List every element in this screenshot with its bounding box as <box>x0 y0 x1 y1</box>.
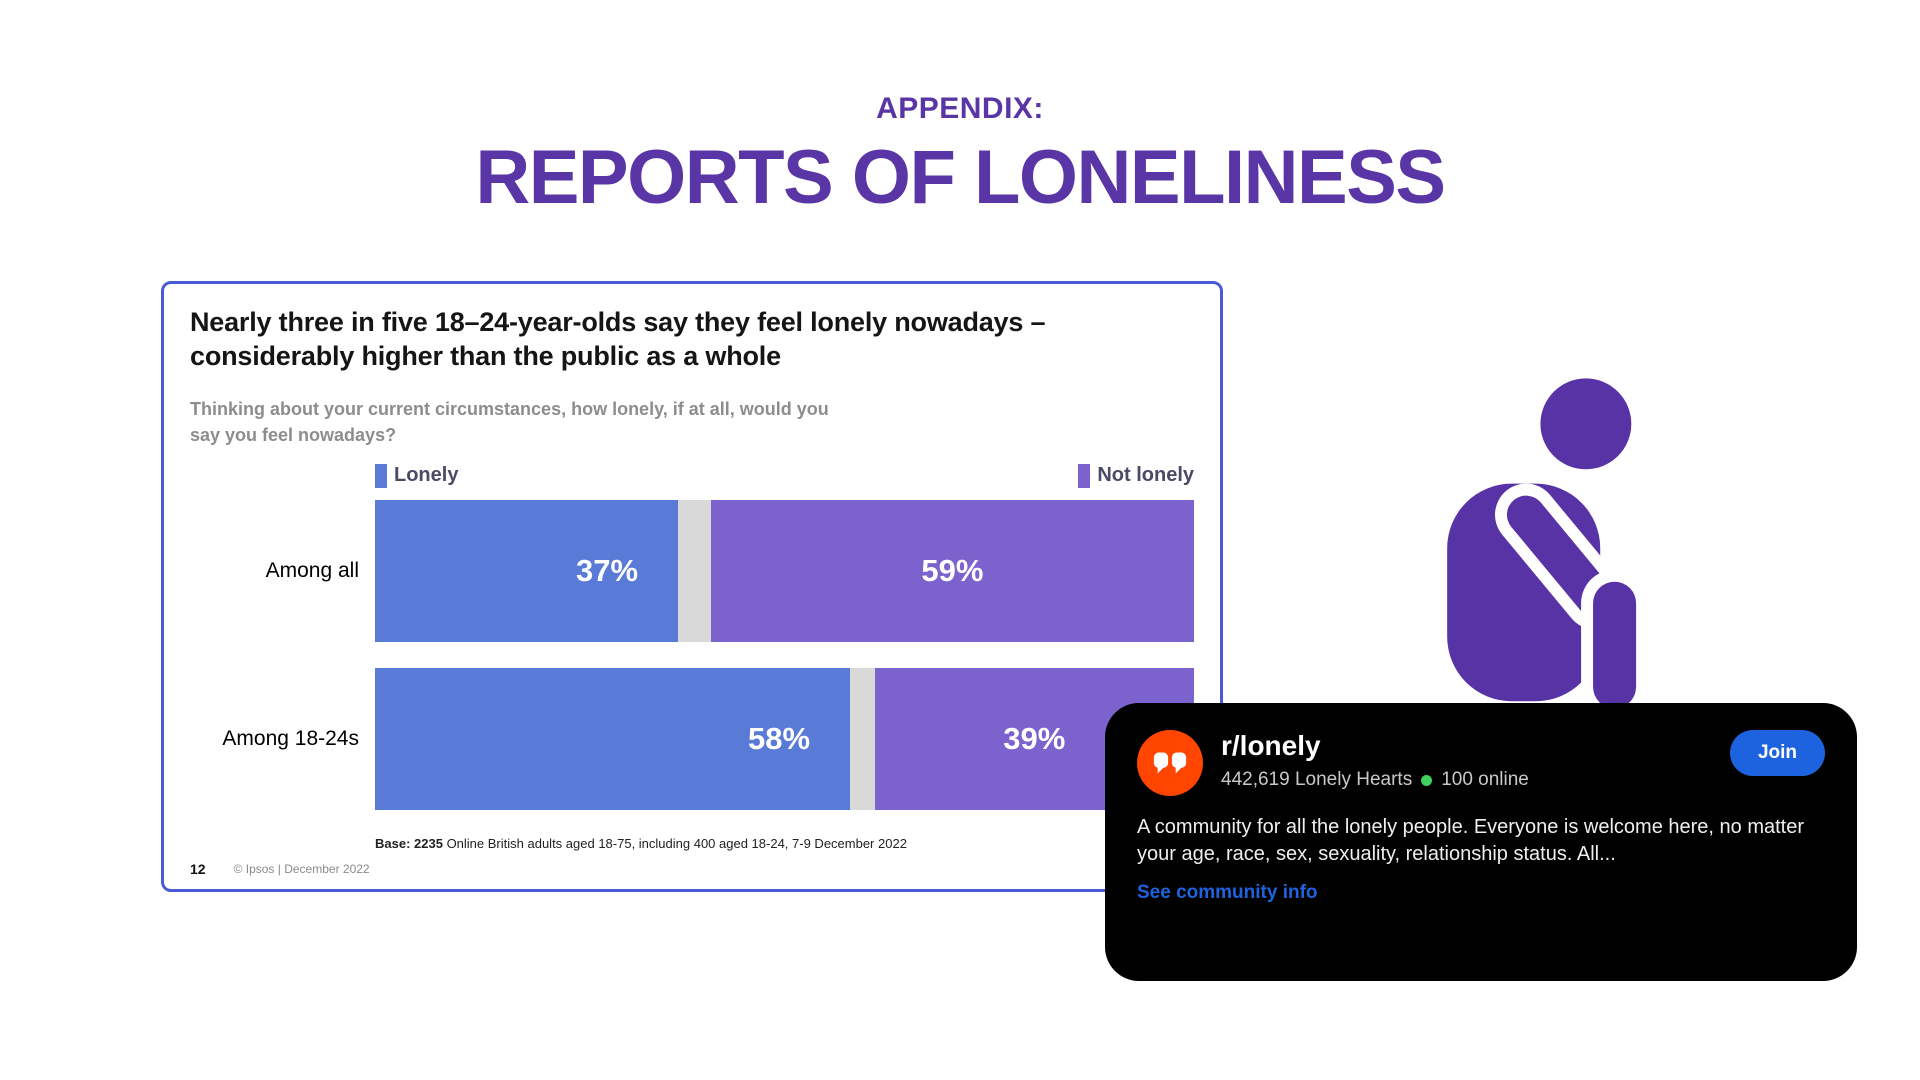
join-button[interactable]: Join <box>1729 730 1825 776</box>
legend-label-lonely: Lonely <box>394 464 459 487</box>
lonely-person-icon <box>1447 378 1649 721</box>
community-name[interactable]: r/lonely <box>1221 730 1321 761</box>
reddit-card-header: r/lonely 442,619 Lonely Hearts 100 onlin… <box>1137 730 1825 796</box>
page-title: REPORTS OF LONELINESS <box>475 135 1446 220</box>
bar-segment-lonely: 58% <box>375 667 851 810</box>
legend-item-not-lonely: Not lonely <box>1078 463 1194 488</box>
base-note-bold: Base: 2235 <box>375 835 443 851</box>
reddit-community-card: r/lonely 442,619 Lonely Hearts 100 onlin… <box>1105 703 1857 981</box>
bar-segment-gap <box>850 667 875 810</box>
category-label: Among all <box>265 558 359 582</box>
slide-copyright: © Ipsos | December 2022 <box>233 862 370 876</box>
online-dot-icon <box>1421 774 1433 786</box>
chart-row: Among all 37% 59% <box>190 499 1194 642</box>
appendix-kicker: APPENDIX: <box>876 92 1044 125</box>
slide-page-number: 12 <box>190 861 206 877</box>
base-note: Base: 2235 Online British adults aged 18… <box>375 836 1194 851</box>
page-header: APPENDIX: REPORTS OF LONELINESS <box>0 92 1920 221</box>
legend-item-lonely: Lonely <box>375 463 459 488</box>
legend-label-not-lonely: Not lonely <box>1097 464 1194 487</box>
bar-segment-gap <box>678 499 711 642</box>
legend-swatch-lonely <box>375 463 387 488</box>
slide-footer: 12 © Ipsos | December 2022 <box>190 861 370 877</box>
bar-value-label: 58% <box>747 720 811 756</box>
lonely-person-illustration <box>1385 372 1660 734</box>
see-community-info-link[interactable]: See community info <box>1137 882 1318 903</box>
bar-segment-not-lonely: 59% <box>710 499 1194 642</box>
bar-segment-lonely: 37% <box>375 499 679 642</box>
community-description: A community for all the lonely people. E… <box>1137 816 1804 865</box>
loneliness-chart: Lonely Not lonely Among all 37% 59% Among 1… <box>190 463 1194 851</box>
member-count: 442,619 Lonely Hearts <box>1221 769 1413 790</box>
bar-track: 58% 39% <box>375 667 1194 810</box>
survey-slide: Nearly three in five 18–24-year-olds say… <box>161 281 1223 892</box>
chart-rows: Among all 37% 59% Among 18-24s 58% 39% <box>190 499 1194 810</box>
chart-row: Among 18-24s 58% 39% <box>190 667 1194 810</box>
online-count: 100 online <box>1441 769 1529 790</box>
base-note-rest: Online British adults aged 18-75, includ… <box>442 835 907 851</box>
chart-legend: Lonely Not lonely <box>375 463 1194 488</box>
community-avatar[interactable] <box>1137 730 1203 796</box>
legend-swatch-not-lonely <box>1078 463 1091 488</box>
bar-value-label: 59% <box>921 552 984 588</box>
bar-value-label: 39% <box>1003 720 1066 756</box>
community-meta: r/lonely 442,619 Lonely Hearts 100 onlin… <box>1221 730 1730 791</box>
slide-headline: Nearly three in five 18–24-year-olds say… <box>190 307 1046 371</box>
bar-track: 37% 59% <box>375 499 1194 642</box>
category-label: Among 18-24s <box>222 726 359 750</box>
bar-value-label: 37% <box>575 552 639 588</box>
community-stats: 442,619 Lonely Hearts 100 online <box>1221 769 1730 791</box>
survey-question: Thinking about your current circumstance… <box>190 398 829 445</box>
community-avatar-icon <box>1153 752 1187 774</box>
